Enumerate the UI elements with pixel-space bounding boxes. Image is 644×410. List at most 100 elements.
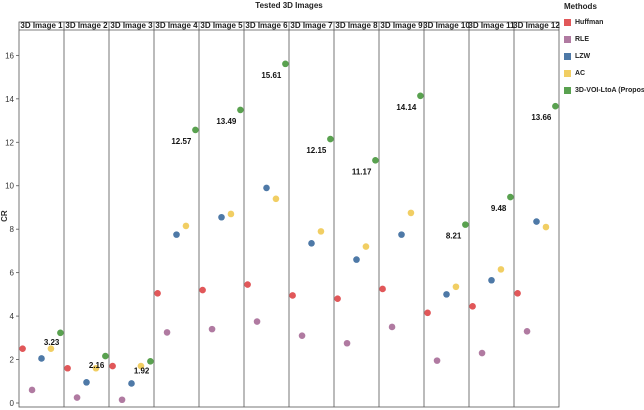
column-header: 3D Image 12	[513, 21, 560, 30]
data-point	[109, 362, 116, 370]
legend-swatch	[564, 19, 571, 26]
data-point	[308, 240, 315, 247]
data-label: 2.16	[89, 361, 105, 370]
data-label: 14.14	[396, 103, 417, 112]
legend-swatch	[564, 70, 571, 77]
data-point	[244, 281, 251, 288]
column-header: 3D Image 4	[155, 21, 198, 30]
data-point	[19, 345, 26, 352]
data-labels: 3.23 2.16 1.92 12.57 13.49 15.61 12.15 11.17 14.…	[44, 71, 552, 375]
data-point	[218, 213, 225, 221]
data-point	[462, 221, 469, 228]
legend-title: Methods	[564, 2, 597, 11]
y-tick-label: 6	[10, 269, 15, 278]
column-headers: 3D Image 1 3D Image 2 3D Image 3 3D Image 4…	[20, 21, 560, 30]
data-point	[362, 243, 370, 250]
legend-label: Huffman	[575, 19, 604, 26]
column-header: 3D Image 8	[335, 21, 378, 30]
legend-label: RLE	[575, 36, 589, 43]
data-point	[163, 329, 171, 336]
data-point	[353, 256, 360, 263]
data-point	[533, 218, 540, 225]
data-point	[57, 329, 64, 337]
data-point	[507, 193, 514, 201]
data-point	[102, 352, 109, 360]
data-point	[433, 357, 441, 364]
y-tick-label: 2	[10, 356, 15, 365]
data-point	[443, 291, 450, 298]
y-tick-label: 0	[10, 399, 15, 408]
data-label: 11.17	[352, 167, 372, 176]
y-tick-label: 10	[5, 182, 14, 191]
data-point	[388, 323, 396, 331]
data-point	[64, 364, 71, 372]
y-tick-label: 8	[10, 225, 15, 234]
data-point	[182, 222, 190, 230]
chart-title: Tested 3D Images	[255, 1, 323, 10]
data-points	[19, 60, 559, 404]
data-point	[282, 60, 289, 68]
data-point	[83, 379, 90, 386]
column-header: 3D Image 2	[65, 21, 108, 30]
data-point	[192, 126, 199, 134]
data-label: 12.15	[306, 146, 327, 155]
data-point	[73, 394, 81, 401]
data-label: 12.57	[171, 137, 192, 146]
legend-label: 3D-VOI-LtoA (Proposed)	[575, 87, 644, 94]
data-point	[343, 339, 351, 347]
data-point	[263, 184, 270, 192]
column-header: 3D Image 9	[380, 21, 423, 30]
chart-svg: Tested 3D Images 3D Image 1 3D Image 2 3D …	[0, 1, 560, 408]
data-point	[469, 303, 476, 310]
data-point	[424, 309, 431, 317]
data-point	[253, 318, 261, 325]
legend-item: Huffman	[562, 14, 644, 31]
data-point	[497, 266, 505, 273]
data-point	[552, 102, 559, 110]
legend-label: LZW	[575, 53, 591, 60]
data-point	[154, 289, 161, 297]
data-label: 3.23	[44, 338, 60, 347]
column-header: 3D Image 5	[200, 21, 243, 30]
data-point	[317, 228, 325, 235]
data-point	[128, 380, 135, 387]
y-tick-label: 14	[5, 95, 14, 104]
legend-item: LZW	[562, 48, 644, 65]
data-label: 13.49	[216, 117, 237, 126]
legend: Methods Huffman RLE LZW AC 3D-VOI-LtoA (Prop…	[562, 0, 644, 99]
legend-swatch	[564, 36, 571, 43]
data-label: 9.48	[491, 204, 507, 213]
legend-item: 3D-VOI-LtoA (Proposed)	[562, 82, 644, 99]
data-label: 8.21	[446, 232, 462, 241]
data-point	[47, 345, 55, 352]
data-point	[372, 157, 379, 164]
data-point	[478, 349, 486, 357]
data-point	[28, 386, 36, 394]
y-axis-title: CR	[0, 210, 9, 222]
data-point	[289, 292, 296, 299]
data-point	[38, 355, 45, 362]
data-label: 1.92	[134, 366, 150, 375]
column-header: 3D Image 10	[423, 21, 470, 30]
data-point	[398, 231, 405, 238]
data-point	[488, 276, 495, 284]
legend-label: AC	[575, 70, 586, 77]
data-point	[118, 396, 126, 404]
column-header: 3D Image 1	[20, 21, 63, 30]
y-tick-label: 12	[5, 138, 14, 147]
data-point	[92, 364, 100, 372]
legend-item: AC	[562, 65, 644, 82]
y-axis: 0 2 4 6 8 10 12 14 16	[5, 51, 19, 408]
data-point	[407, 209, 415, 217]
data-point	[147, 357, 154, 365]
data-point	[379, 285, 386, 293]
y-tick-label: 4	[10, 312, 15, 321]
column-header: 3D Image 3	[110, 21, 153, 30]
data-point	[199, 286, 206, 294]
data-point	[173, 231, 180, 238]
legend-swatch	[564, 53, 571, 60]
data-label: 15.61	[261, 71, 282, 80]
data-point	[272, 195, 280, 203]
data-point	[542, 223, 550, 231]
